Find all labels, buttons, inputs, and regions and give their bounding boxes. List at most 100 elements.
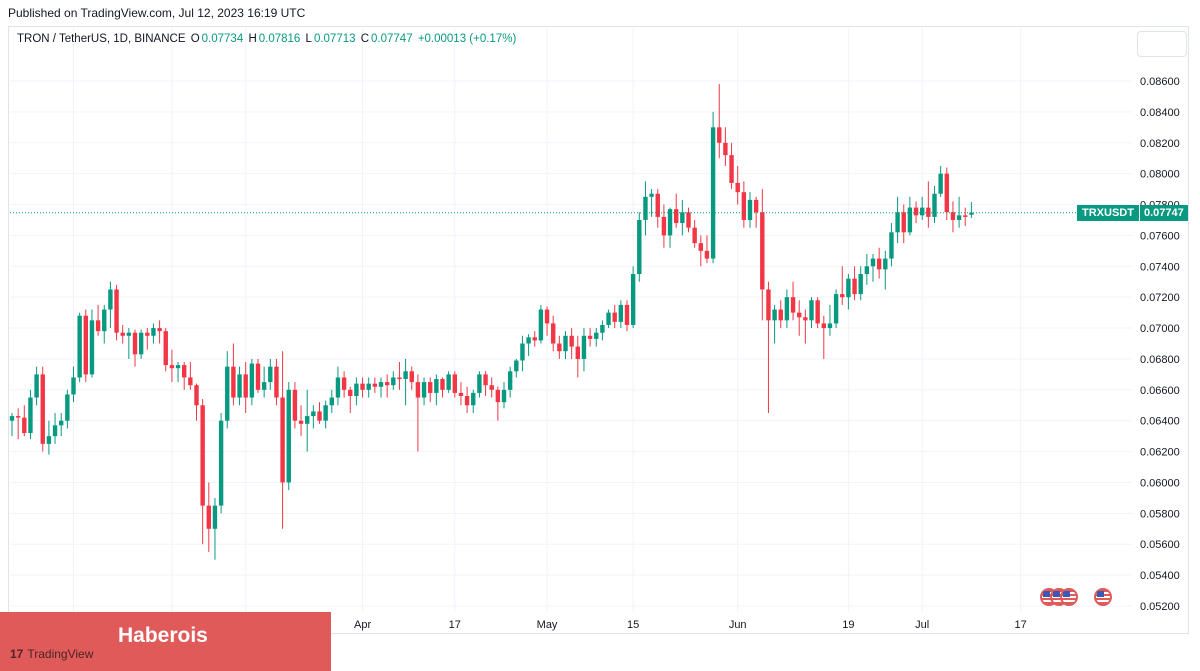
candle-body <box>464 396 470 406</box>
candle-body <box>963 215 968 217</box>
candle-body <box>747 199 753 220</box>
candle-body <box>864 266 870 275</box>
candle-body <box>261 382 267 390</box>
candle-body <box>200 405 205 506</box>
candle-body <box>587 335 593 339</box>
candle-body <box>913 207 919 216</box>
candle-body <box>446 374 451 390</box>
legend-close-value: 0.07747 <box>371 33 413 45</box>
candle-body <box>145 332 150 336</box>
candle-body <box>551 323 556 344</box>
candle-body <box>544 309 550 324</box>
candle-body <box>366 383 371 390</box>
candle-body <box>298 420 304 424</box>
candle-body <box>883 258 888 270</box>
candle-body <box>280 397 285 483</box>
candle-body <box>680 212 685 224</box>
candle-body <box>83 315 88 375</box>
y-tick-label: 0.06600 <box>1140 385 1180 397</box>
candle-body <box>637 219 642 275</box>
candle-body <box>52 425 58 437</box>
candle-body <box>600 324 605 333</box>
candle-body <box>15 416 21 418</box>
y-tick-label: 0.07400 <box>1140 261 1180 273</box>
candle-body <box>249 363 255 398</box>
candle-body <box>335 377 341 398</box>
candle-body <box>507 371 513 390</box>
candle-body <box>440 379 445 390</box>
candle-body <box>169 365 175 369</box>
candle-body <box>415 382 421 398</box>
candle-body <box>766 289 771 321</box>
candle-body <box>938 173 943 194</box>
y-tick-label: 0.08000 <box>1140 169 1180 181</box>
candle-body <box>151 328 156 336</box>
candle-body <box>22 417 27 434</box>
legend-open-label: O <box>190 33 200 45</box>
candle-body <box>77 315 82 378</box>
us-flag-icon[interactable] <box>1094 588 1112 606</box>
y-tick-label: 0.06000 <box>1140 477 1180 489</box>
candle-body <box>846 278 851 298</box>
candle-body <box>772 309 777 321</box>
candle-body <box>483 374 488 386</box>
candle-body <box>311 411 316 417</box>
candle-body <box>920 207 925 216</box>
x-tick-label: 17 <box>449 619 461 631</box>
candle-body <box>102 309 107 332</box>
candle-body <box>674 209 679 224</box>
candle-body <box>175 365 181 369</box>
legend-high-label: H <box>248 33 257 45</box>
candle-body <box>237 374 242 398</box>
candle-body <box>852 278 857 295</box>
candle-body <box>348 389 353 396</box>
candle-body <box>840 294 845 298</box>
candle-body <box>821 323 826 329</box>
candle-body <box>501 389 507 403</box>
candle-body <box>403 371 408 380</box>
y-tick-label: 0.08600 <box>1140 76 1180 88</box>
candle-body <box>157 328 162 332</box>
scale-settings-box[interactable] <box>1137 31 1187 57</box>
y-tick-label: 0.08400 <box>1140 107 1180 119</box>
price-tag-value: 0.07747 <box>1139 205 1188 221</box>
candle-body <box>434 379 439 393</box>
candle-body <box>182 365 187 378</box>
candle-body <box>704 250 710 259</box>
candle-body <box>34 374 39 398</box>
us-flag-icon[interactable] <box>1060 588 1078 606</box>
candle-body <box>188 377 193 386</box>
candle-body <box>815 300 820 324</box>
candle-body <box>717 127 722 143</box>
candle-body <box>698 243 703 251</box>
candle-body <box>778 309 783 321</box>
events-flags[interactable] <box>1040 588 1112 606</box>
candle-body <box>520 343 525 361</box>
candle-body <box>120 332 125 336</box>
candle-body <box>563 335 568 352</box>
candle-body <box>557 343 562 352</box>
candle-body <box>323 405 328 421</box>
candle-body <box>40 374 45 444</box>
candle-body <box>114 289 119 333</box>
x-tick-label: 19 <box>842 619 854 631</box>
candle-body <box>784 297 790 321</box>
y-tick-label: 0.07200 <box>1140 292 1180 304</box>
candle-body <box>803 317 808 321</box>
watermark-banner: Haberois 17 TradingView <box>0 612 331 671</box>
candle-body <box>643 196 648 220</box>
candle-body <box>329 397 334 406</box>
x-tick-label: Jun <box>729 619 747 631</box>
candle-body <box>797 312 802 318</box>
candle-body <box>286 389 291 483</box>
candle-body <box>575 346 580 359</box>
candle-body <box>495 389 501 403</box>
candle-body <box>790 297 796 313</box>
candle-body <box>809 300 814 321</box>
candle-body <box>895 212 900 233</box>
price-tag-symbol: TRXUSDT <box>1077 205 1139 221</box>
candle-body <box>889 232 894 259</box>
candle-body <box>59 420 64 426</box>
